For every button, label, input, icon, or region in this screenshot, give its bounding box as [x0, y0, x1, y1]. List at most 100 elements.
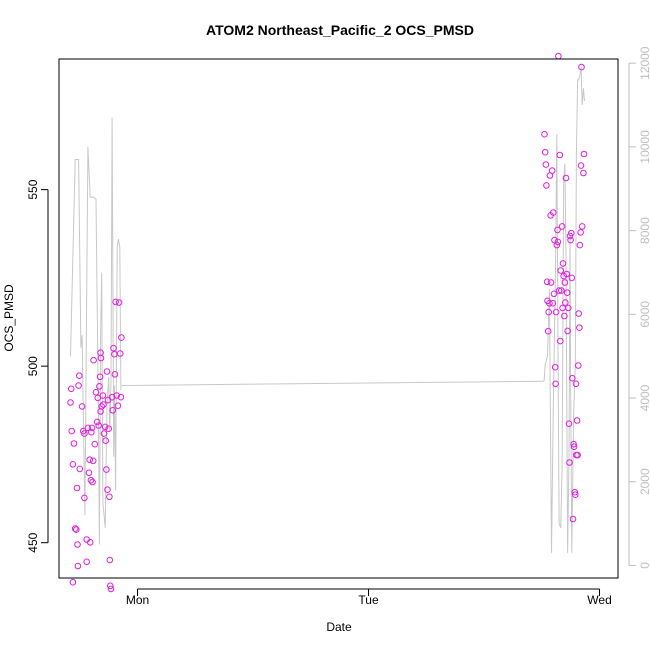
- data-point-101: [561, 279, 569, 286]
- data-point-36: [96, 373, 104, 381]
- data-point-103: [562, 174, 570, 182]
- data-point-120: [572, 380, 580, 388]
- y-right-tick-label: 12000: [638, 46, 650, 80]
- data-point-116: [570, 440, 577, 448]
- data-point-118: [571, 488, 579, 496]
- data-point-78: [547, 279, 555, 286]
- data-point-111: [567, 236, 574, 244]
- data-point-109: [566, 459, 573, 466]
- data-point-126: [576, 324, 583, 332]
- y-left-tick-label: 450: [26, 532, 40, 552]
- data-point-33: [94, 394, 102, 402]
- data-point-92: [556, 151, 564, 159]
- data-point-53: [107, 582, 114, 590]
- data-point-25: [88, 428, 95, 436]
- data-point-89: [554, 238, 562, 246]
- data-point-82: [550, 290, 558, 298]
- data-point-22: [86, 456, 93, 464]
- data-point-65: [117, 393, 125, 401]
- data-point-98: [559, 260, 567, 267]
- data-point-107: [565, 304, 572, 312]
- right-series-line-bridge: [121, 380, 545, 386]
- data-point-47: [103, 368, 111, 375]
- data-point-48: [104, 486, 111, 494]
- data-point-9: [74, 541, 81, 548]
- data-point-27: [89, 478, 96, 486]
- data-point-66: [118, 334, 125, 341]
- data-point-96: [558, 223, 566, 230]
- data-point-70: [543, 182, 550, 189]
- data-point-84: [551, 363, 559, 371]
- data-point-57: [110, 344, 117, 352]
- y-axis-label: OCS_PMSD: [2, 284, 16, 352]
- data-point-13: [76, 465, 84, 473]
- data-point-2: [68, 427, 75, 435]
- data-point-5: [70, 440, 78, 447]
- data-point-43: [100, 430, 108, 437]
- data-point-81: [550, 209, 557, 216]
- data-point-63: [115, 299, 123, 306]
- y-right-tick-label: 4000: [638, 384, 650, 411]
- data-point-3: [69, 461, 77, 468]
- data-point-59: [111, 371, 119, 378]
- data-point-21: [85, 469, 93, 477]
- x-axis-label: Date: [326, 620, 352, 634]
- data-point-91: [555, 287, 563, 294]
- data-point-94: [557, 267, 565, 274]
- data-point-12: [76, 372, 83, 380]
- data-point-129: [577, 162, 585, 169]
- data-point-20: [84, 424, 92, 432]
- data-point-106: [564, 327, 571, 335]
- data-point-31: [92, 389, 100, 396]
- x-tick-label-tue: Tue: [358, 593, 379, 607]
- data-point-122: [573, 417, 581, 424]
- data-point-17: [81, 494, 88, 502]
- data-point-113: [568, 274, 576, 282]
- data-point-104: [563, 270, 571, 278]
- data-point-125: [575, 310, 583, 317]
- data-point-4: [69, 578, 77, 586]
- y-right-tick-label: 10000: [638, 130, 650, 164]
- data-point-128: [577, 229, 584, 236]
- data-point-60: [112, 298, 119, 306]
- data-point-80: [549, 300, 557, 307]
- data-point-73: [544, 327, 552, 335]
- data-point-114: [569, 374, 576, 382]
- data-point-39: [97, 354, 105, 362]
- x-tick-label-wed: Wed: [587, 593, 611, 607]
- data-point-14: [78, 403, 86, 410]
- data-point-41: [99, 392, 107, 399]
- data-point-34: [95, 422, 102, 429]
- data-point-132: [580, 169, 587, 177]
- data-point-105: [563, 289, 571, 297]
- data-point-61: [113, 392, 120, 399]
- data-point-79: [548, 167, 556, 174]
- data-point-42: [100, 401, 107, 408]
- data-point-56: [109, 407, 117, 414]
- data-point-1: [67, 399, 74, 406]
- data-point-8: [73, 484, 81, 492]
- data-point-29: [90, 356, 97, 364]
- data-point-54: [107, 585, 115, 593]
- plot-frame: [58, 58, 619, 579]
- data-point-133: [580, 150, 588, 158]
- data-point-124: [575, 362, 582, 369]
- y-right-tick-label: 0: [638, 562, 650, 569]
- data-point-74: [545, 308, 553, 316]
- data-point-127: [576, 241, 584, 249]
- data-point-35: [96, 383, 103, 390]
- axes: 450 500 550 0 2000 4000 6000 8000 10000 12000 Mon T…: [26, 46, 650, 607]
- data-point-19: [83, 558, 90, 566]
- data-point-28: [89, 457, 97, 465]
- data-point-7: [73, 526, 80, 533]
- y-right-tick-label: 6000: [638, 301, 650, 328]
- data-point-87: [553, 241, 561, 249]
- data-point-40: [98, 403, 105, 410]
- right-series-line-segment-2: [543, 67, 585, 553]
- data-point-62: [114, 402, 122, 410]
- data-point-95: [558, 287, 565, 294]
- data-point-6: [71, 525, 79, 532]
- data-point-93: [557, 337, 564, 345]
- right-series-line-segment-1: [70, 117, 122, 545]
